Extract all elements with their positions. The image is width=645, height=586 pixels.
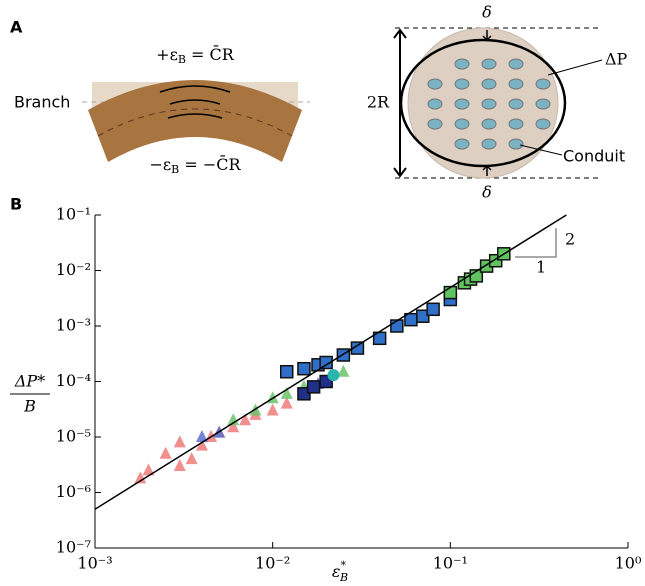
slope-triangle xyxy=(515,228,557,258)
triangle-marker xyxy=(173,435,186,448)
label-part: ε xyxy=(332,562,341,581)
diameter-label: 2R xyxy=(367,93,390,112)
square-marker xyxy=(297,361,311,376)
conduit-label: Conduit xyxy=(563,147,625,166)
slope-label: 1 xyxy=(536,258,546,277)
square-marker xyxy=(443,285,458,300)
pressure-label: ΔP xyxy=(605,50,628,69)
conduit-dot xyxy=(427,118,443,130)
conduit-dot xyxy=(481,118,497,130)
branch-label: Branch xyxy=(14,93,70,112)
y-tick-label: 10⁻¹ xyxy=(56,205,91,224)
y-tick-label: 10⁻⁶ xyxy=(56,482,91,501)
conduit-dot xyxy=(535,78,551,90)
strain-arrows xyxy=(159,85,231,119)
triangle-marker xyxy=(159,446,172,459)
x-tick-label: 10⁻¹ xyxy=(433,554,468,573)
eq-part: = C̄R xyxy=(186,43,235,64)
conduit-dot xyxy=(427,98,443,110)
y-axis-label: B xyxy=(23,397,36,416)
eq-sub: B xyxy=(171,163,179,176)
x-tick-label: 10⁰ xyxy=(615,554,642,573)
centerline xyxy=(97,108,293,137)
leader xyxy=(547,59,603,76)
panel-label: A xyxy=(10,18,23,37)
y-tick-label: 10⁻³ xyxy=(56,316,91,335)
triangle-marker xyxy=(227,420,240,433)
conduit-dot xyxy=(508,78,524,90)
x-axis-label: ε* B xyxy=(332,559,348,584)
x-tick-label: 10⁻³ xyxy=(77,554,112,573)
equation: −εB = −C̄R xyxy=(149,153,241,176)
circle-marker xyxy=(327,369,340,382)
y-tick-label: 10⁻² xyxy=(56,260,91,279)
square-marker xyxy=(426,302,440,317)
conduit-dot xyxy=(427,78,443,90)
eq-sub: B xyxy=(178,53,186,66)
conduit-dot xyxy=(508,98,524,110)
y-tick-label: 10⁻⁴ xyxy=(56,371,91,390)
leader xyxy=(519,144,563,156)
conduit-dot xyxy=(481,78,497,90)
triangle-marker xyxy=(195,430,208,442)
triangle-marker xyxy=(280,396,293,409)
triangle-marker xyxy=(173,459,186,472)
y-axis-label: ΔP* xyxy=(14,372,45,391)
triangle-marker xyxy=(185,452,198,465)
delta-label: δ xyxy=(482,3,492,22)
equation: +εB = C̄R xyxy=(156,43,235,66)
conduit-dot xyxy=(481,98,497,110)
triangle-marker xyxy=(266,403,279,416)
triangle-marker xyxy=(337,364,350,377)
triangle-marker xyxy=(227,413,240,426)
conduit-dot xyxy=(535,98,551,110)
fit-line xyxy=(94,214,567,510)
eq-part: = −C̄R xyxy=(179,153,241,174)
conduit-dot xyxy=(481,58,497,70)
square-marker xyxy=(306,380,321,394)
diameter-arrow xyxy=(393,28,407,178)
x-tick-label: 10⁻² xyxy=(255,554,290,573)
triangle-marker xyxy=(280,386,293,399)
slope-label: 2 xyxy=(565,230,575,249)
eq-part: −ε xyxy=(149,155,171,174)
delta-arrows xyxy=(482,30,492,176)
triangle-marker xyxy=(134,471,147,484)
conduit-dot xyxy=(481,138,497,150)
branch-shape xyxy=(88,80,302,162)
panel-label: B xyxy=(10,195,22,214)
eq-part: +ε xyxy=(156,45,178,64)
square-marker xyxy=(416,309,430,323)
square-marker xyxy=(279,364,294,379)
conduit-dot xyxy=(508,118,524,130)
conduit-dot xyxy=(508,58,524,70)
label-sub: B xyxy=(339,571,348,584)
y-tick-label: 10⁻⁵ xyxy=(56,427,91,446)
conduit-dot xyxy=(454,78,470,90)
triangle-marker xyxy=(239,413,252,426)
square-marker xyxy=(390,319,404,333)
conduit-dot xyxy=(454,138,470,150)
square-marker xyxy=(319,355,333,370)
conduits xyxy=(427,58,551,150)
square-marker xyxy=(350,341,365,355)
triangle-marker xyxy=(142,463,155,476)
triangle-marker xyxy=(195,438,208,451)
conduit-dot xyxy=(508,138,524,150)
y-tick-label: 10⁻⁷ xyxy=(56,538,91,557)
conduit-dot xyxy=(454,58,470,70)
conduit-dot xyxy=(454,118,470,130)
conduit-dot xyxy=(454,98,470,110)
label-sup: * xyxy=(341,559,347,572)
conduit-dot xyxy=(535,118,551,130)
delta-label: δ xyxy=(482,183,492,202)
